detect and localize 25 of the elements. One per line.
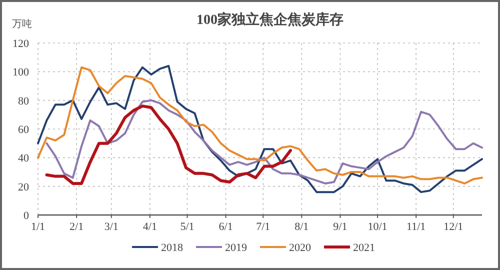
x-tick-label: 4/1 <box>142 221 157 233</box>
y-tick-label: 40 <box>18 152 30 165</box>
x-tick-label: 9/1 <box>333 221 348 233</box>
y-tick-label: 100 <box>12 66 30 79</box>
y-axis-title: 万吨 <box>12 18 32 30</box>
y-tick-label: 20 <box>18 181 30 194</box>
y-tick-label: 80 <box>18 95 30 108</box>
legend-label: 2019 <box>225 242 248 254</box>
y-tick-label: 0 <box>24 210 30 222</box>
legend-label: 2021 <box>353 242 375 254</box>
y-tick-label: 120 <box>12 38 30 50</box>
x-tick-label: 11/1 <box>406 221 426 233</box>
x-tick-label: 10/1 <box>368 221 388 233</box>
legend-label: 2020 <box>289 242 312 254</box>
x-tick-label: 7/1 <box>256 221 270 233</box>
chart-title: 100家独立焦企焦炭库存 <box>196 11 344 28</box>
x-tick-label: 1/1 <box>30 221 46 233</box>
x-tick-label: 6/1 <box>218 221 233 233</box>
x-tick-label: 8/1 <box>294 221 309 233</box>
x-tick-label: 3/1 <box>104 221 118 233</box>
y-tick-label: 60 <box>18 124 30 136</box>
x-tick-label: 5/1 <box>180 221 194 233</box>
legend-label: 2018 <box>161 242 184 254</box>
x-tick-label: 12/1 <box>444 221 464 233</box>
x-tick-label: 2/1 <box>70 221 84 233</box>
